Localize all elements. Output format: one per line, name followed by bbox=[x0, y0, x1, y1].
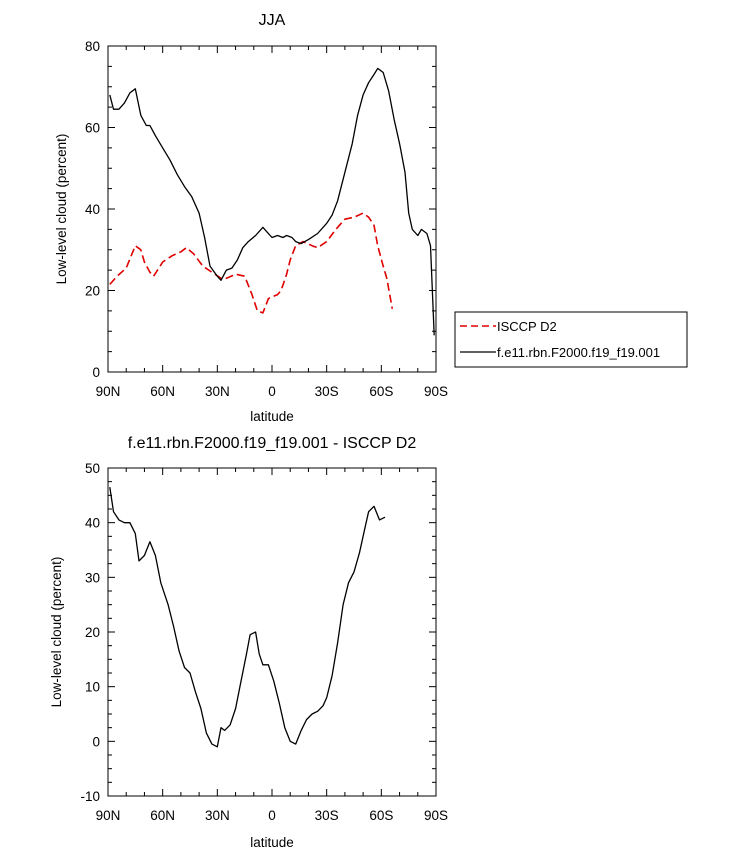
legend-label-model: f.e11.rbn.F2000.f19_f19.001 bbox=[497, 345, 660, 360]
x-tick-label: 30S bbox=[315, 808, 339, 823]
x-tick-label: 60S bbox=[369, 384, 393, 399]
y-tick-label: 40 bbox=[85, 202, 100, 217]
x-tick-label: 60S bbox=[369, 808, 393, 823]
axis-ticks-bottom bbox=[107, 467, 437, 797]
y-tick-label: 80 bbox=[85, 39, 100, 54]
x-tick-label: 90S bbox=[424, 384, 448, 399]
y-tick-label: 0 bbox=[92, 734, 100, 749]
x-tick-label: 30S bbox=[315, 384, 339, 399]
x-tick-label: 90S bbox=[424, 808, 448, 823]
x-tick-label: 60N bbox=[150, 384, 175, 399]
x-tick-label: 30N bbox=[205, 384, 230, 399]
x-axis-label-top: latitude bbox=[250, 409, 294, 424]
series-group-bottom bbox=[109, 487, 386, 748]
y-tick-label: 40 bbox=[85, 516, 100, 531]
y-tick-label: 50 bbox=[85, 461, 100, 476]
x-axis-label-bottom: latitude bbox=[250, 835, 294, 850]
plot-frame-top bbox=[107, 45, 437, 373]
chart-title-bottom: f.e11.rbn.F2000.f19_f19.001 - ISCCP D2 bbox=[128, 435, 417, 452]
y-tick-label: 10 bbox=[85, 680, 100, 695]
legend: ISCCP D2 f.e11.rbn.F2000.f19_f19.001 bbox=[454, 311, 688, 368]
x-tick-label: 90N bbox=[96, 808, 121, 823]
y-tick-label: 60 bbox=[85, 121, 100, 136]
y-axis-label-bottom: Low-level cloud (percent) bbox=[49, 557, 64, 708]
y-tick-label: 0 bbox=[92, 365, 100, 380]
series-line-isccp-d2 bbox=[109, 212, 394, 314]
x-tick-label: 0 bbox=[268, 384, 276, 399]
axis-ticks-top bbox=[107, 45, 437, 373]
x-tick-label: 60N bbox=[150, 808, 175, 823]
y-tick-label: 30 bbox=[85, 570, 100, 585]
chart-panel-bottom: f.e11.rbn.F2000.f19_f19.001 - ISCCP D2 9… bbox=[49, 435, 448, 850]
y-tick-label: 20 bbox=[85, 625, 100, 640]
tick-labels-top: 90N 60N 30N 0 30S 60S 90S 0 20 40 60 80 bbox=[85, 39, 448, 399]
tick-labels-bottom: 90N 60N 30N 0 30S 60S 90S -10 0 10 20 30 40 50 bbox=[80, 461, 448, 823]
y-tick-label: 20 bbox=[85, 284, 100, 299]
x-tick-label: 90N bbox=[96, 384, 121, 399]
x-tick-label: 30N bbox=[205, 808, 230, 823]
chart-title-top: JJA bbox=[259, 12, 286, 29]
x-tick-label: 0 bbox=[268, 808, 276, 823]
series-line-difference bbox=[109, 487, 386, 748]
legend-box bbox=[454, 311, 688, 368]
legend-label-isccp: ISCCP D2 bbox=[497, 319, 557, 334]
series-group-top bbox=[109, 67, 435, 336]
plot-frame-bottom bbox=[107, 467, 437, 797]
y-axis-label-top: Low-level cloud (percent) bbox=[54, 134, 69, 285]
y-tick-label: -10 bbox=[80, 789, 100, 804]
series-line-f-e11-rbn-f2000-f19-f19-001 bbox=[109, 67, 435, 336]
chart-panel-top: JJA 90N 60N 30N 0 30S 60S 90S 0 20 40 60 80 latitud… bbox=[54, 12, 688, 424]
